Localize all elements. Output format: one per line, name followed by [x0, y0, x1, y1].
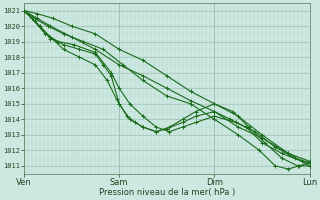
- X-axis label: Pression niveau de la mer( hPa ): Pression niveau de la mer( hPa ): [99, 188, 235, 197]
